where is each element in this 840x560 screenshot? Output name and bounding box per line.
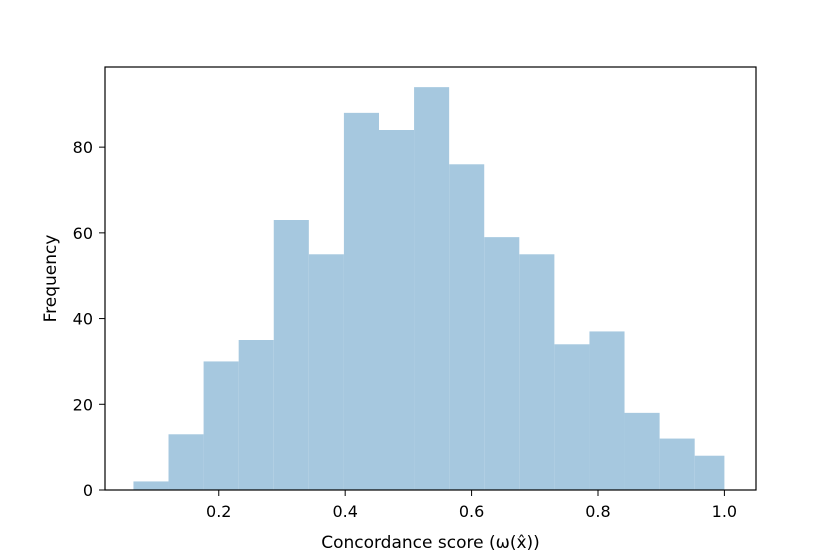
x-tick-label: 0.6 bbox=[459, 502, 484, 521]
histogram-bar bbox=[343, 112, 379, 490]
histogram-bar bbox=[273, 220, 309, 490]
histogram-bar bbox=[694, 455, 725, 490]
y-tick-label: 0 bbox=[83, 481, 93, 500]
y-tick-label: 20 bbox=[73, 395, 93, 414]
x-tick-label: 0.2 bbox=[206, 502, 231, 521]
histogram-bar bbox=[659, 438, 695, 490]
x-tick-label: 0.8 bbox=[585, 502, 610, 521]
histogram-bar bbox=[484, 237, 520, 490]
y-axis-label: Frequency bbox=[41, 235, 61, 323]
histogram-bar bbox=[378, 130, 415, 490]
y-tick-label: 80 bbox=[73, 138, 93, 157]
histogram-bar bbox=[624, 412, 660, 490]
plot-frame bbox=[104, 66, 757, 491]
histogram-bar bbox=[414, 87, 450, 491]
x-axis-label: Concordance score (ω(x̂)) bbox=[321, 533, 540, 553]
histogram-bar bbox=[203, 361, 239, 490]
x-axis-ticks: 0.2 0.4 0.6 0.8 1.0 bbox=[206, 490, 737, 521]
x-tick-label: 1.0 bbox=[712, 502, 737, 521]
y-tick-label: 60 bbox=[73, 224, 93, 243]
histogram-bar bbox=[238, 340, 274, 490]
histogram-bar bbox=[168, 434, 204, 490]
histogram-bar bbox=[589, 331, 625, 490]
histogram-bars bbox=[133, 87, 725, 491]
y-axis-ticks: 0 20 40 60 80 bbox=[73, 138, 105, 500]
y-tick-label: 40 bbox=[73, 310, 93, 329]
histogram-bar bbox=[519, 254, 555, 490]
histogram-bar bbox=[133, 481, 169, 490]
histogram-bar bbox=[554, 344, 590, 490]
histogram-bar bbox=[308, 254, 344, 490]
histogram-bar bbox=[449, 164, 485, 491]
x-tick-label: 0.4 bbox=[332, 502, 357, 521]
